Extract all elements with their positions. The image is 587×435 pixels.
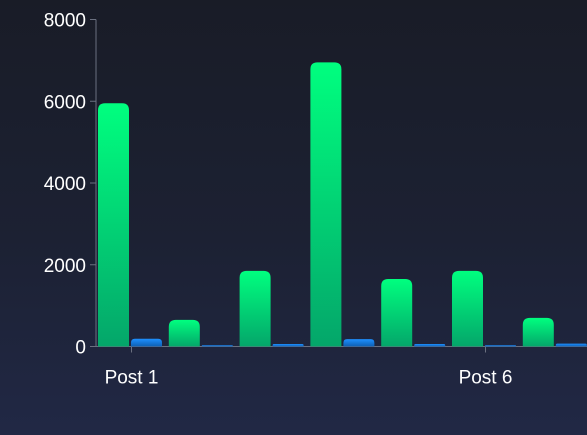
y-tick-label: 0 bbox=[75, 338, 86, 359]
green-bar-post-3 bbox=[239, 270, 271, 347]
y-tick-label: 2000 bbox=[44, 256, 86, 277]
green-bar-post-7 bbox=[522, 317, 554, 347]
blue-bar-post-2 bbox=[201, 345, 233, 347]
bars bbox=[98, 62, 587, 347]
blue-bar-post-7 bbox=[555, 343, 587, 347]
green-bar-post-5 bbox=[381, 279, 413, 347]
x-tick-label: Post 6 bbox=[459, 368, 513, 389]
y-tick-label: 8000 bbox=[44, 11, 86, 32]
y-tick-label: 4000 bbox=[44, 174, 86, 195]
green-bar-post-2 bbox=[168, 319, 200, 347]
blue-bar-post-6 bbox=[485, 345, 516, 347]
green-bar-post-4 bbox=[310, 62, 342, 347]
blue-bar-post-5 bbox=[414, 344, 446, 347]
x-tick-label: Post 1 bbox=[105, 368, 159, 389]
blue-bar-post-1 bbox=[131, 338, 162, 347]
y-axis: 0 2000 4000 6000 8000 bbox=[44, 11, 97, 359]
green-bar-post-1 bbox=[98, 103, 129, 347]
y-tick-label: 6000 bbox=[44, 92, 86, 113]
blue-bar-post-3 bbox=[272, 344, 304, 347]
x-axis: Post 1 Post 6 bbox=[96, 346, 587, 389]
blue-bar-post-4 bbox=[343, 339, 375, 347]
green-bar-post-6 bbox=[452, 270, 483, 347]
